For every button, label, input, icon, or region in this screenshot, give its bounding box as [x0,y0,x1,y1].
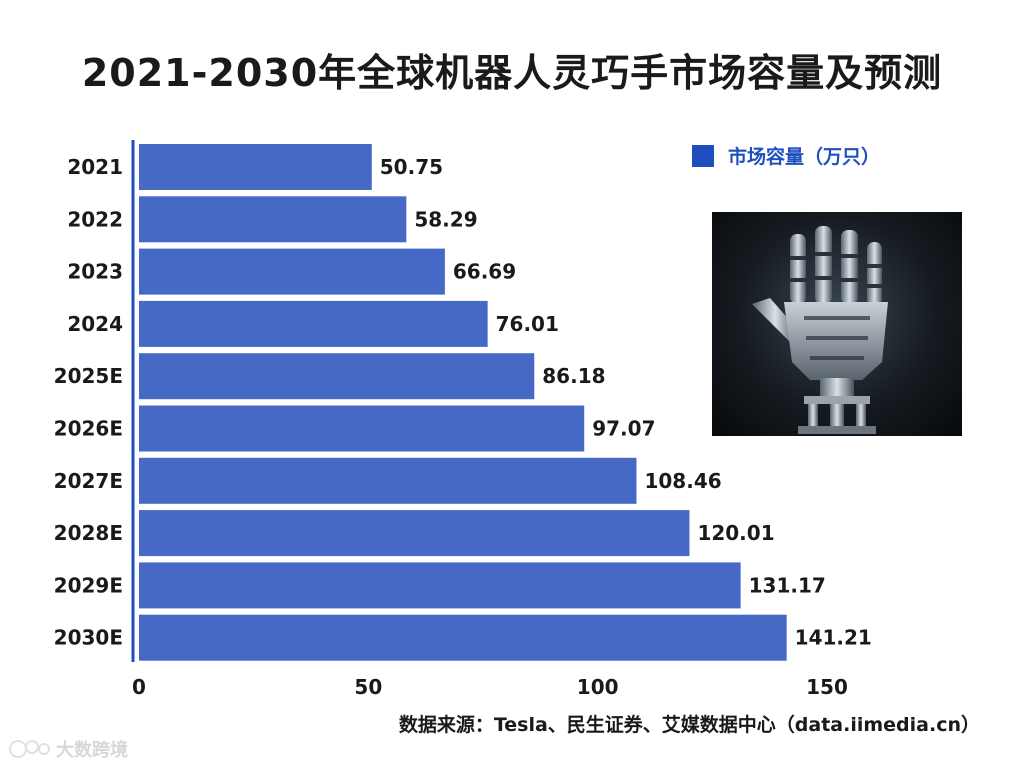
bar-2021 [139,144,372,190]
value-label-2021: 50.75 [380,155,443,179]
legend-swatch [692,144,714,167]
category-label-2025E: 2025E [54,364,123,388]
robotic-hand-icon [752,226,888,434]
category-label-2022: 2022 [67,207,123,231]
category-label-2026E: 2026E [54,417,123,441]
bar-2030E [139,614,787,661]
bar-2024 [139,300,488,347]
category-label-2023: 2023 [67,260,123,284]
category-label-2021: 2021 [67,155,123,179]
bar-2022 [139,196,407,243]
x-tick-50: 50 [354,675,382,699]
bar-2027E [139,457,637,504]
bar-2029E [139,562,741,609]
watermark: 大数跨境 [8,736,128,762]
value-label-2023: 66.69 [453,260,516,284]
x-tick-100: 100 [577,675,619,699]
value-label-2026E: 97.07 [592,417,655,441]
robotic-hand-image [712,212,962,436]
value-label-2028E: 120.01 [697,521,774,545]
category-label-2029E: 2029E [54,573,123,597]
category-label-2028E: 2028E [54,521,123,545]
category-label-2027E: 2027E [54,469,123,493]
bar-2028E [139,510,690,557]
value-label-2024: 76.01 [496,312,559,336]
watermark-logo-icon [9,740,50,758]
x-tick-150: 150 [806,675,848,699]
x-tick-0: 0 [132,675,146,699]
value-label-2025E: 86.18 [542,364,605,388]
category-label-2024: 2024 [67,312,123,336]
legend-label: 市场容量（万只） [728,146,881,168]
data-source: 数据来源：Tesla、民生证券、艾媒数据中心（data.iimedia.cn） [398,714,980,736]
value-label-2030E: 141.21 [795,626,872,650]
category-label-2030E: 2030E [54,626,123,650]
value-label-2022: 58.29 [414,207,477,231]
bar-2023 [139,248,445,295]
bar-2025E [139,353,535,400]
value-label-2027E: 108.46 [644,469,721,493]
value-label-2029E: 131.17 [749,573,826,597]
bar-2026E [139,405,585,452]
chart-title: 2021-2030年全球机器人灵巧手市场容量及预测 [81,51,943,95]
legend: 市场容量（万只） [692,142,880,169]
watermark-text: 大数跨境 [56,740,128,761]
